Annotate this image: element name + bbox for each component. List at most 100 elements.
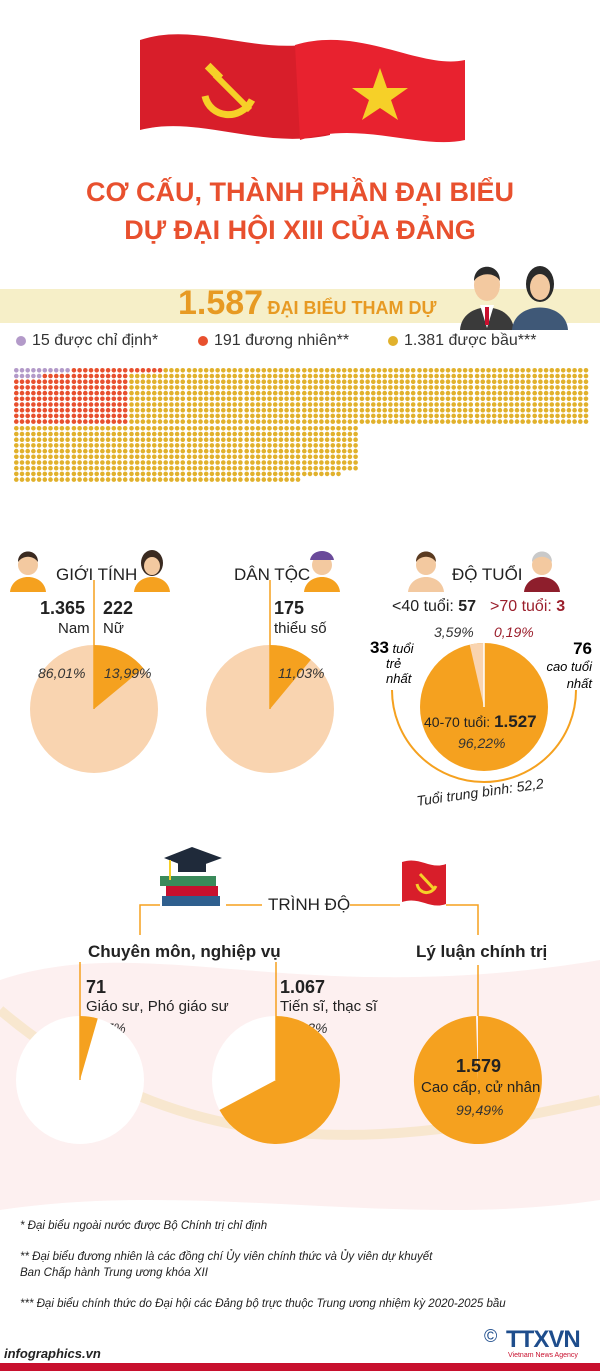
- delegate-dot: [341, 437, 347, 443]
- delegate-dot: [272, 396, 278, 402]
- delegate-dot: [232, 471, 237, 477]
- delegate-dot: [117, 437, 122, 443]
- delegate-dot: [83, 373, 88, 379]
- delegate-dot: [221, 413, 226, 419]
- delegate-dot: [307, 460, 313, 465]
- delegate-dot: [129, 437, 134, 443]
- delegate-dot: [221, 448, 226, 454]
- delegate-dot: [302, 426, 307, 431]
- delegate-dot: [83, 419, 88, 424]
- delegate-dot: [53, 443, 59, 448]
- delegate-dot: [302, 413, 307, 419]
- delegate-dot: [221, 419, 226, 424]
- delegate-dot: [497, 390, 503, 396]
- delegate-dot: [336, 413, 341, 419]
- delegate-dot: [203, 437, 209, 443]
- delegate-dot: [186, 373, 192, 379]
- gender-heading-icons: [10, 550, 170, 592]
- delegate-dot: [267, 460, 272, 465]
- delegate-dot: [117, 373, 122, 379]
- delegate-dot: [198, 448, 203, 454]
- delegate-dot: [198, 454, 203, 460]
- delegate-dot: [163, 454, 168, 460]
- delegate-dot: [468, 368, 474, 373]
- delegate-dot: [457, 390, 462, 396]
- delegate-dot: [36, 385, 42, 390]
- delegate-dot: [307, 379, 313, 385]
- delegate-dot: [192, 431, 198, 437]
- delegate-dot: [538, 402, 543, 407]
- delegate-dot: [105, 448, 111, 454]
- delegate-dot: [100, 471, 105, 477]
- delegate-dot: [53, 465, 59, 471]
- delegate-dot: [117, 477, 122, 482]
- political-label: Cao cấp, cử nhân: [421, 1079, 541, 1096]
- delegate-dot: [36, 471, 42, 477]
- delegate-dot: [163, 448, 168, 454]
- delegate-dot: [290, 471, 295, 477]
- delegate-dot: [152, 407, 157, 413]
- delegate-dot: [526, 390, 531, 396]
- delegate-dot: [445, 396, 451, 402]
- delegate-dot: [36, 460, 42, 465]
- delegate-dot: [330, 437, 336, 443]
- delegate-dot: [174, 460, 180, 465]
- delegate-dot: [100, 385, 105, 390]
- delegate-dot: [284, 402, 289, 407]
- delegate-dot: [146, 437, 151, 443]
- delegate-dot: [186, 407, 192, 413]
- delegate-dot: [31, 373, 36, 379]
- professional-heading: Chuyên môn, nghiệp vụ: [88, 942, 281, 961]
- delegate-dot: [203, 390, 209, 396]
- delegate-dot: [186, 477, 192, 482]
- delegate-dot: [174, 431, 180, 437]
- delegate-dot: [405, 368, 410, 373]
- delegate-dot: [59, 407, 65, 413]
- delegates-dot-matrix: [13, 368, 589, 482]
- delegate-dot: [226, 419, 232, 424]
- delegate-dot: [111, 413, 117, 419]
- delegate-dot: [226, 437, 232, 443]
- delegate-dot: [319, 454, 324, 460]
- delegate-dot: [180, 465, 186, 471]
- delegate-dot: [129, 460, 134, 465]
- delegate-dot: [491, 373, 497, 379]
- delegate-dot: [117, 390, 122, 396]
- delegate-dot: [399, 379, 405, 385]
- delegate-dot: [313, 437, 319, 443]
- delegate-dot: [238, 471, 243, 477]
- delegate-dot: [290, 460, 295, 465]
- delegate-dot: [186, 396, 192, 402]
- elderly-person-icon: [524, 551, 560, 592]
- delegate-dot: [244, 413, 249, 419]
- delegate-dot: [192, 413, 198, 419]
- delegate-dot: [376, 413, 382, 419]
- delegate-dot: [129, 454, 134, 460]
- delegate-dot: [36, 426, 42, 431]
- delegate-dot: [388, 407, 393, 413]
- delegate-dot: [31, 402, 36, 407]
- delegate-dot: [129, 407, 134, 413]
- delegate-dot: [169, 443, 174, 448]
- delegate-dot: [48, 465, 53, 471]
- delegate-dot: [146, 402, 151, 407]
- delegate-dot: [203, 443, 209, 448]
- delegate-dot: [19, 460, 25, 465]
- delegate-dot: [462, 396, 468, 402]
- delegate-dot: [77, 379, 82, 385]
- delegate-dot: [226, 385, 232, 390]
- delegate-dot: [405, 379, 410, 385]
- delegate-dot: [572, 407, 577, 413]
- delegate-dot: [83, 396, 88, 402]
- delegate-dot: [215, 413, 220, 419]
- delegate-dot: [238, 419, 243, 424]
- delegate-dot: [324, 379, 330, 385]
- delegate-dot: [295, 385, 301, 390]
- delegate-dot: [324, 431, 330, 437]
- delegate-dot: [474, 413, 480, 419]
- delegate-dot: [111, 460, 117, 465]
- delegate-dot: [284, 443, 289, 448]
- delegate-dot: [146, 465, 151, 471]
- delegate-dot: [42, 368, 48, 373]
- delegate-dot: [174, 437, 180, 443]
